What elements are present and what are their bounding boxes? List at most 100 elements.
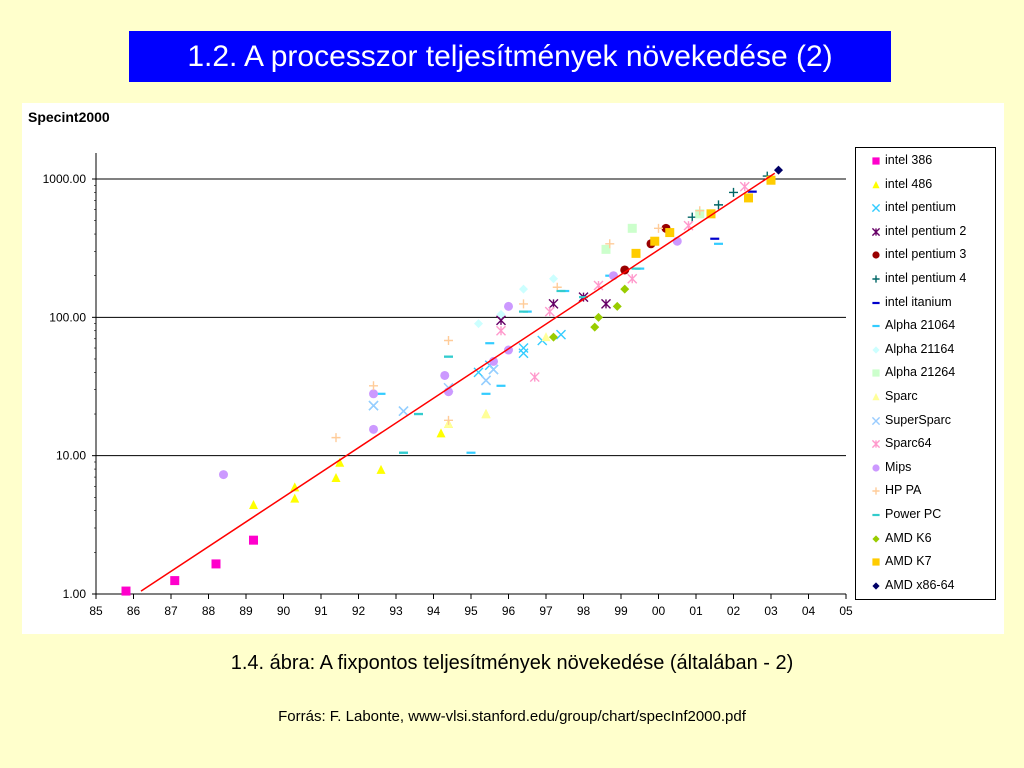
legend-marker [872, 513, 880, 517]
series-power-pc [399, 267, 641, 454]
x-tick-label: 04 [802, 604, 816, 618]
y-tick-label: 10.00 [56, 449, 86, 463]
series-mips [219, 236, 682, 480]
series-hp-pa [331, 206, 705, 443]
legend-label: intel 386 [885, 153, 933, 167]
legend-marker-shape [872, 157, 880, 165]
data-point [481, 409, 491, 419]
legend-marker [871, 416, 881, 425]
legend-label: Sparc64 [885, 436, 932, 451]
data-point [744, 193, 753, 203]
legend-label: intel pentium 2 [885, 223, 967, 238]
trend-line [140, 172, 776, 592]
legend-label: Alpha 21164 [885, 341, 955, 356]
legend-marker-shape [872, 393, 880, 401]
series-alpha-21064 [376, 242, 723, 454]
y-tick-label: 100.00 [49, 310, 86, 324]
data-point [612, 301, 622, 311]
legend-marker-shape [872, 487, 880, 495]
x-tick-label: 87 [164, 604, 178, 618]
data-point [549, 332, 558, 342]
legend-marker [871, 204, 881, 213]
data-point [605, 239, 615, 249]
data-point [593, 280, 604, 291]
data-point [444, 336, 453, 346]
data-point [601, 244, 611, 254]
data-point [529, 372, 540, 383]
legend-item: intel pentium 3 [856, 244, 995, 267]
data-point [518, 348, 529, 359]
data-point [650, 236, 660, 246]
data-point [368, 400, 379, 411]
legend-item: AMD K7 [856, 551, 995, 574]
legend-label: Mips [885, 459, 912, 474]
legend-item: Alpha 21164 [856, 339, 995, 362]
legend-label: AMD x86-64 [885, 577, 955, 592]
x-tick-label: 02 [727, 604, 741, 618]
legend-marker-shape [872, 346, 880, 354]
legend-label: Power PC [885, 507, 942, 521]
x-tick-label: 03 [764, 604, 778, 618]
legend-item: intel pentium 4 [856, 268, 995, 291]
legend-item: Power PC [856, 504, 995, 527]
x-tick-label: 89 [239, 604, 253, 618]
x-tick-label: 86 [127, 604, 141, 618]
legend-marker [872, 251, 880, 259]
data-point [496, 309, 506, 319]
legend-item: intel pentium [856, 197, 995, 220]
data-point [290, 493, 300, 503]
legend-item: intel 486 [856, 174, 995, 197]
data-point [369, 381, 378, 391]
legend-marker-shape [872, 582, 880, 590]
data-point [331, 433, 341, 443]
data-point [549, 274, 558, 284]
data-point [590, 322, 600, 332]
legend-label: AMD K7 [885, 554, 932, 569]
legend-marker-shape [872, 558, 880, 566]
legend-item: Alpha 21064 [856, 315, 995, 338]
data-point [335, 457, 345, 467]
series-sparc64 [496, 181, 750, 383]
data-point [249, 535, 258, 545]
legend-marker-shape [871, 227, 881, 236]
x-tick-label: 98 [577, 604, 591, 618]
data-point [369, 424, 378, 434]
data-point [665, 228, 675, 238]
data-point [440, 370, 450, 380]
legend-label: intel pentium 4 [885, 271, 967, 285]
x-tick-label: 92 [352, 604, 366, 618]
series-amd-x86-64 [774, 165, 783, 175]
legend-marker [871, 440, 881, 449]
slide-title: 1.2. A processzor teljesítmények növeked… [129, 31, 891, 82]
legend-label: intel pentium 3 [885, 247, 967, 262]
data-point [620, 284, 630, 294]
data-point [620, 265, 630, 275]
x-tick-label: 96 [502, 604, 516, 618]
x-tick-label: 00 [652, 604, 666, 618]
legend-marker [872, 464, 880, 472]
data-point [627, 273, 638, 284]
legend-label: Alpha 21064 [885, 318, 956, 333]
legend-label: HP PA [885, 483, 922, 498]
legend-label: Alpha 21264 [885, 365, 956, 380]
data-point [473, 367, 484, 378]
legend-marker [871, 227, 881, 236]
chart-legend: intel 386 intel 486 intel pentium intel pen… [855, 147, 996, 600]
data-point [219, 470, 228, 480]
legend-item: Alpha 21264 [856, 362, 995, 385]
legend-marker-shape [872, 534, 880, 543]
data-point [594, 312, 603, 322]
legend-marker-shape [872, 180, 880, 188]
legend-marker [872, 534, 880, 543]
data-point [729, 187, 738, 197]
chart-title: Specint2000 [28, 109, 110, 125]
series-intel-itanium [710, 190, 757, 240]
legend-item: Sparc64 [856, 433, 995, 456]
x-tick-label: 05 [839, 604, 853, 618]
data-point [714, 200, 723, 210]
legend-marker-shape [872, 251, 880, 259]
data-point [556, 329, 566, 340]
legend-marker-shape [871, 440, 881, 449]
data-point [544, 306, 555, 317]
data-point [488, 364, 499, 375]
